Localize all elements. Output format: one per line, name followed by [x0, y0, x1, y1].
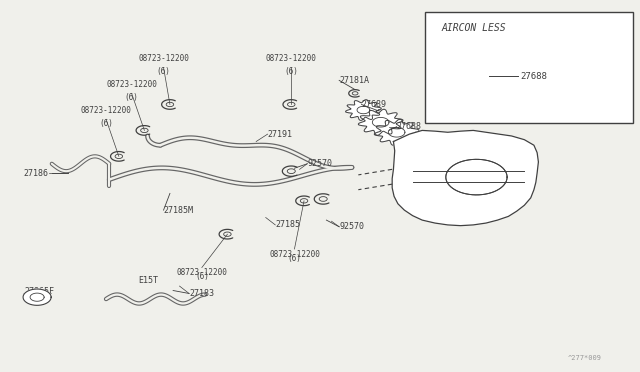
Text: 08723-12200: 08723-12200: [81, 106, 131, 115]
Text: (6): (6): [195, 272, 209, 281]
Text: 92570: 92570: [307, 159, 332, 168]
Text: 27191: 27191: [268, 129, 292, 139]
Text: (6): (6): [157, 67, 170, 76]
Text: (6): (6): [287, 254, 301, 263]
Polygon shape: [23, 289, 51, 305]
Text: 08723-12200: 08723-12200: [177, 268, 227, 277]
Text: 27185M: 27185M: [164, 206, 193, 215]
Text: (6): (6): [99, 119, 113, 128]
Text: 08723-12200: 08723-12200: [106, 80, 157, 89]
Text: 27965F: 27965F: [24, 287, 54, 296]
Text: 27186: 27186: [24, 169, 49, 177]
Text: 27185: 27185: [275, 221, 300, 230]
Text: 27181A: 27181A: [339, 76, 369, 85]
Text: 27689: 27689: [362, 100, 387, 109]
Text: (6): (6): [284, 67, 298, 76]
Text: 08723-12200: 08723-12200: [266, 54, 317, 63]
Text: E15T: E15T: [138, 276, 158, 285]
Text: 27688: 27688: [397, 122, 422, 131]
Text: 27183: 27183: [189, 289, 214, 298]
Text: ^277*009: ^277*009: [568, 355, 602, 361]
Polygon shape: [346, 100, 381, 121]
Text: 27688: 27688: [520, 72, 547, 81]
Polygon shape: [392, 131, 538, 226]
Text: (6): (6): [125, 93, 138, 102]
Bar: [426, 12, 633, 123]
Text: 08723-12200: 08723-12200: [138, 54, 189, 63]
Polygon shape: [374, 119, 419, 145]
Text: 92570: 92570: [339, 222, 364, 231]
Polygon shape: [446, 159, 507, 195]
Polygon shape: [358, 109, 403, 135]
Text: 27965F: 27965F: [22, 294, 52, 302]
Text: AIRCON LESS: AIRCON LESS: [442, 23, 506, 33]
Polygon shape: [454, 65, 492, 87]
Text: 08723-12200: 08723-12200: [269, 250, 320, 259]
